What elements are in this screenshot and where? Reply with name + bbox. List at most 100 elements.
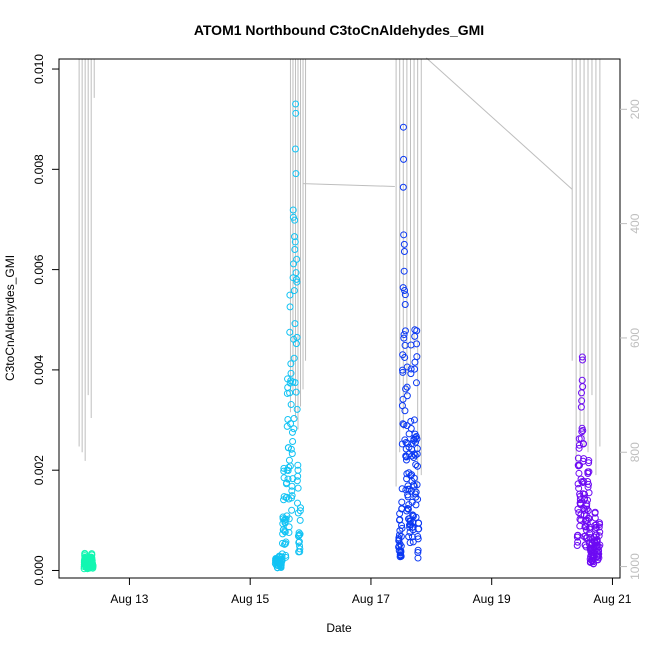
data-point: [406, 539, 414, 547]
x-axis: Aug 13 Aug 15 Aug 17 Aug 19 Aug 21: [110, 577, 632, 606]
data-point: [583, 496, 591, 504]
data-point: [294, 461, 302, 469]
data-point: [575, 469, 583, 477]
data-point: [399, 123, 407, 131]
data-point: [286, 389, 294, 397]
data-point: [400, 240, 408, 248]
data-point: [292, 388, 300, 396]
data-point: [89, 562, 97, 570]
data-point: [415, 519, 423, 527]
data-point: [401, 291, 409, 299]
data-point: [579, 356, 587, 364]
data-point: [595, 554, 603, 562]
data-point: [290, 260, 298, 268]
y-tick-label: 0.008: [32, 154, 46, 184]
data-point: [410, 416, 418, 424]
data-point: [413, 435, 421, 443]
data-point: [287, 445, 295, 453]
data-point: [580, 490, 588, 498]
data-point: [287, 420, 295, 428]
data-point: [574, 538, 582, 546]
y-tick-label: 0.004: [32, 355, 46, 385]
data-point: [288, 506, 296, 514]
data-point: [397, 533, 405, 541]
data-point: [288, 492, 296, 500]
altitude-connector: [425, 57, 573, 190]
data-point: [288, 487, 296, 495]
data-point: [410, 450, 418, 458]
data-point: [585, 468, 593, 476]
data-point: [400, 421, 408, 429]
data-point: [413, 353, 421, 361]
data-point: [404, 493, 412, 501]
data-point: [294, 466, 302, 474]
data-point: [401, 327, 409, 335]
y-axis-label: C3toCnAldehydes_GMI: [3, 255, 17, 381]
data-point: [414, 495, 422, 503]
altitude-trace: [78, 57, 601, 498]
data-point: [578, 397, 586, 405]
plot-frame: [58, 58, 621, 579]
data-point: [583, 500, 591, 508]
data-point: [291, 145, 299, 153]
data-point: [293, 405, 301, 413]
data-point: [397, 542, 405, 550]
data-point: [288, 428, 296, 436]
data-point: [398, 524, 406, 532]
data-point: [400, 247, 408, 255]
data-point: [401, 301, 409, 309]
x-tick-label: Aug 17: [352, 592, 390, 606]
data-point: [585, 459, 593, 467]
data-point: [290, 287, 298, 295]
data-point: [295, 538, 303, 546]
data-point: [578, 353, 586, 361]
data-point: [291, 379, 299, 387]
data-point: [294, 484, 302, 492]
data-point: [398, 485, 406, 493]
data-point: [411, 434, 419, 442]
data-point: [284, 475, 292, 483]
y-right-tick-label: 800: [628, 442, 642, 462]
data-point: [292, 170, 300, 178]
data-point: [288, 482, 296, 490]
data-point: [575, 441, 583, 449]
data-point: [403, 363, 411, 371]
y-right-tick-label: 600: [628, 328, 642, 348]
y-axis: 0.000 0.002 0.004 0.006 0.008 0.010: [32, 54, 59, 585]
data-point: [296, 548, 304, 556]
data-point: [407, 417, 415, 425]
x-axis-label: Date: [326, 621, 352, 635]
data-point: [293, 278, 301, 286]
data-point: [399, 366, 407, 374]
data-point: [283, 479, 291, 487]
data-point: [292, 269, 300, 277]
data-point: [414, 554, 422, 562]
data-point: [413, 462, 421, 470]
data-point: [291, 238, 299, 246]
data-point: [290, 425, 298, 433]
data-point: [399, 183, 407, 191]
data-point: [411, 365, 419, 373]
data-point: [398, 522, 406, 530]
data-point: [278, 553, 286, 561]
data-point: [584, 507, 592, 515]
data-point: [414, 546, 422, 554]
data-point: [290, 415, 298, 423]
data-point: [291, 246, 299, 254]
data-point: [577, 403, 585, 411]
data-point: [399, 395, 407, 403]
data-point: [293, 275, 301, 283]
data-point: [413, 340, 421, 348]
data-point: [413, 445, 421, 453]
data-point: [410, 474, 418, 482]
data-point: [407, 370, 415, 378]
data-point: [596, 520, 604, 528]
data-point: [578, 428, 586, 436]
data-point: [400, 231, 408, 239]
data-point: [575, 484, 583, 492]
data-point: [400, 267, 408, 275]
data-point: [286, 328, 294, 336]
x-tick-label: Aug 19: [473, 592, 511, 606]
data-point: [595, 550, 603, 558]
